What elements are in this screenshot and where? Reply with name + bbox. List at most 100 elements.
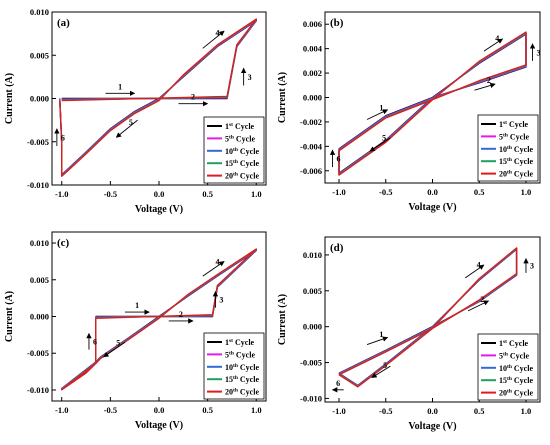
legend-entry-label: 10th Cycle: [225, 147, 259, 156]
x-axis-label: Voltage (V): [135, 204, 183, 215]
x-tick-label: 0.0: [427, 406, 438, 416]
x-tick-label: 1.0: [521, 187, 532, 197]
legend-entry-label: 10th Cycle: [499, 364, 533, 373]
direction-arrow-label: 2: [487, 76, 491, 85]
y-axis-label: Current (A): [277, 72, 288, 123]
y-tick-label: -0.006: [300, 166, 322, 176]
legend-entry-label: 5th Cycle: [225, 134, 255, 143]
y-axis-label: Current (A): [277, 294, 288, 345]
y-axis-label: Current (A): [4, 291, 15, 342]
series-line: [59, 18, 257, 177]
x-tick-label: 0.5: [202, 189, 213, 199]
y-tick-label: -0.010: [300, 393, 322, 403]
x-tick-label: 0.5: [202, 405, 213, 415]
direction-arrow-label: 6: [336, 379, 340, 388]
x-tick-label: 1.0: [251, 405, 262, 415]
series-line: [338, 31, 527, 176]
legend-entry-label: 5th Cycle: [499, 132, 529, 141]
x-tick-label: -1.0: [332, 406, 345, 416]
legend-entry-label: 15th Cycle: [499, 376, 533, 385]
y-tick-label: -0.005: [300, 358, 322, 368]
direction-arrow-label: 4: [477, 260, 481, 269]
y-tick-label: 0.010: [30, 7, 49, 17]
x-tick-label: 0.5: [474, 406, 485, 416]
legend-entry-label: 20th Cycle: [499, 170, 533, 179]
legend: 1st Cycle 5th Cycle 10th Cycle 15th Cycle 20…: [477, 333, 539, 401]
direction-arrow: [464, 264, 485, 279]
y-tick-label: 0.010: [30, 238, 49, 248]
direction-arrow: [202, 30, 225, 49]
direction-arrow: [202, 261, 225, 277]
direction-arrow-label: 5: [382, 134, 386, 143]
series-line: [338, 247, 518, 388]
direction-arrow-label: 1: [379, 330, 383, 339]
direction-arrow-label: 5: [116, 339, 120, 348]
legend-entry-label: 10th Cycle: [225, 363, 259, 372]
direction-arrow: [366, 336, 389, 346]
y-tick-label: 0.005: [30, 275, 49, 285]
x-tick-label: 0.0: [154, 405, 165, 415]
direction-arrow-label: 2: [191, 93, 195, 102]
legend-entry-label: 10th Cycle: [499, 145, 533, 154]
y-tick-label: -0.010: [27, 385, 49, 395]
x-tick-label: -0.5: [379, 406, 392, 416]
y-tick-label: -0.004: [300, 141, 323, 151]
y-tick-label: 0.000: [303, 93, 322, 103]
legend-entry-label: 5th Cycle: [225, 350, 255, 359]
legend: 1st Cycle 5th Cycle 10th Cycle 15th Cycle 20…: [203, 116, 265, 184]
y-tick-label: 0.000: [30, 312, 49, 322]
direction-arrow-label: 3: [537, 48, 541, 57]
x-tick-label: -0.5: [379, 187, 392, 197]
legend-entry-label: 1st Cycle: [499, 120, 529, 129]
legend-entry-label: 15th Cycle: [225, 159, 259, 168]
panel-label: (c): [57, 237, 70, 249]
y-tick-label: 0.002: [303, 68, 322, 78]
direction-arrow-label: 1: [118, 82, 122, 91]
y-tick-label: 0.010: [303, 250, 322, 260]
legend-entry-label: 1st Cycle: [225, 338, 255, 347]
series-line: [61, 248, 257, 391]
direction-arrow-label: 6: [93, 337, 97, 346]
x-tick-label: 1.0: [251, 189, 262, 199]
legend-entry-label: 20th Cycle: [225, 388, 259, 397]
y-tick-label: -0.005: [27, 348, 49, 358]
x-tick-label: -1.0: [332, 187, 345, 197]
series-group: [61, 248, 257, 391]
direction-arrow-label: 1: [379, 104, 383, 113]
direction-arrow-label: 3: [248, 73, 252, 82]
direction-arrow: [366, 109, 389, 120]
chart-panel: -1.0 -0.5 0.0 0.5 1.0 -0.006 -0.004 -0.002 0.000…: [277, 11, 541, 213]
legend-entry-label: 20th Cycle: [225, 172, 259, 181]
x-axis-label: Voltage (V): [408, 202, 456, 213]
x-tick-label: -1.0: [55, 405, 68, 415]
panel-label: (d): [330, 242, 344, 254]
y-tick-label: 0.000: [30, 94, 49, 104]
y-tick-label: -0.002: [300, 117, 322, 127]
y-axis-label: Current (A): [4, 73, 15, 124]
y-tick-label: 0.005: [303, 286, 322, 296]
direction-arrow-label: 4: [495, 34, 499, 43]
direction-arrow: [369, 137, 391, 152]
x-tick-label: -1.0: [55, 189, 68, 199]
x-axis-label: Voltage (V): [408, 421, 456, 432]
direction-arrow: [115, 119, 138, 138]
direction-arrow-label: 4: [215, 29, 219, 38]
direction-arrow: [467, 300, 490, 312]
legend: 1st Cycle 5th Cycle 10th Cycle 15th Cycle 20…: [477, 114, 539, 182]
direction-arrow-label: 6: [61, 133, 65, 142]
legend-entry-label: 20th Cycle: [499, 389, 533, 398]
direction-arrow-label: 1: [135, 301, 139, 310]
direction-arrow: [371, 365, 391, 378]
direction-arrow-label: 4: [215, 258, 219, 267]
y-tick-label: 0.004: [303, 44, 323, 54]
y-tick-label: 0.000: [303, 322, 322, 332]
chart-panel: -1.0 -0.5 0.0 0.5 1.0 -0.010 -0.005 0.000 0.005 0…: [4, 231, 267, 431]
direction-arrow-label: 5: [129, 118, 133, 127]
x-tick-label: 1.0: [521, 406, 532, 416]
chart-panel: -1.0 -0.5 0.0 0.5 1.0 -0.010 -0.005 0.000 0.005 0…: [4, 7, 267, 215]
x-tick-label: -0.5: [104, 189, 117, 199]
panel-label: (a): [57, 17, 70, 29]
x-tick-label: -0.5: [104, 405, 117, 415]
y-tick-label: -0.010: [27, 180, 49, 190]
